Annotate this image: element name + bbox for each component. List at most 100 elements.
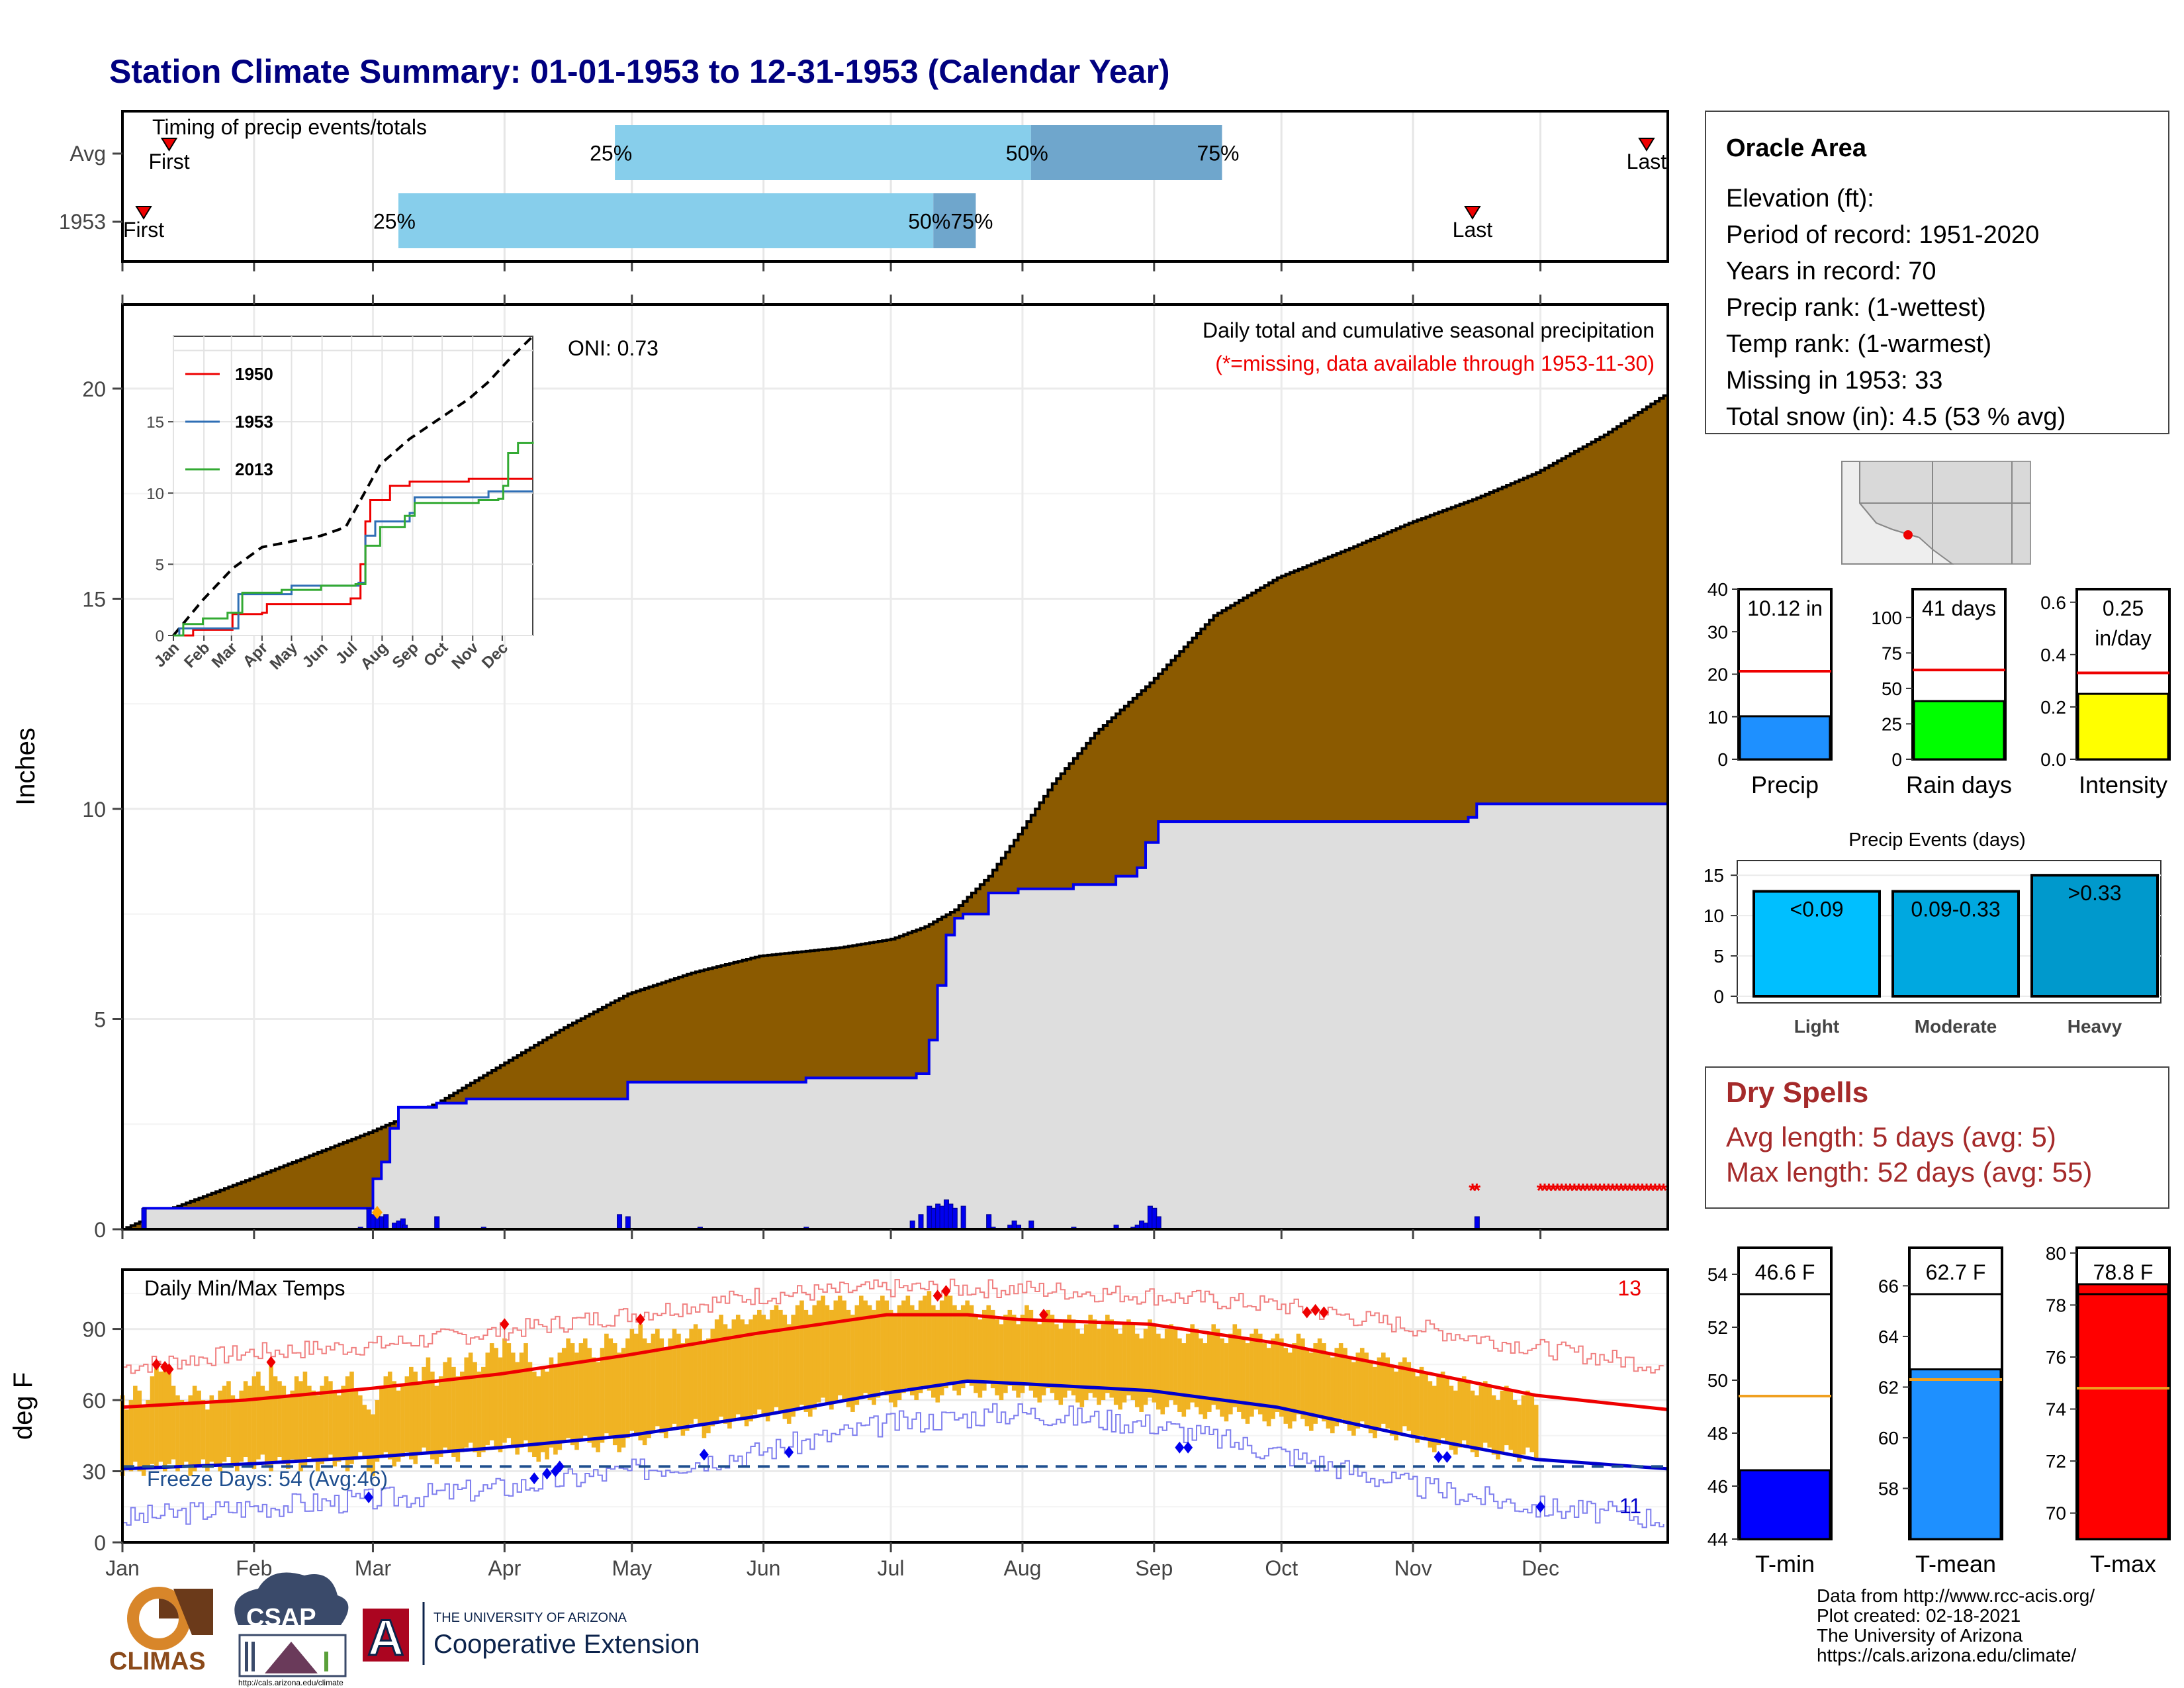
summary-bar-value-label: 0.25 <box>2103 596 2144 620</box>
daily-temp-bar <box>264 1390 269 1467</box>
daily-temp-bar <box>502 1338 507 1443</box>
daily-temp-bar <box>311 1390 316 1462</box>
temp-x-tick-label: Mar <box>355 1556 391 1580</box>
events-y-tick-label: 0 <box>1713 986 1724 1007</box>
daily-temp-bar <box>978 1319 983 1398</box>
daily-temp-bar <box>1326 1352 1331 1429</box>
timing-row-label-1953: 1953 <box>59 210 106 234</box>
precip-note-missing: (*=missing, data available through 1953-… <box>1215 352 1655 375</box>
daily-temp-bar <box>307 1385 312 1458</box>
precip-event-bar-label: >0.33 <box>2068 881 2122 905</box>
record-low-markers <box>364 1441 1545 1513</box>
daily-temp-bar <box>617 1352 621 1452</box>
timing-bar-25-50 <box>615 125 1031 180</box>
daily-temp-bar <box>578 1343 584 1440</box>
daily-temp-bar <box>583 1338 588 1436</box>
summary-bar-tick-label: 0 <box>1891 749 1902 770</box>
record-tmax-line <box>122 1278 1664 1374</box>
daily-temp-bar <box>1257 1333 1263 1415</box>
temp-y-tick-label: 30 <box>82 1460 106 1484</box>
inset-legend: 1950 1953 2013 <box>185 364 273 479</box>
temp-x-tick-label: Jan <box>105 1556 140 1580</box>
temp-summary-value-label: 62.7 F <box>1926 1260 1986 1284</box>
daily-temp-bar <box>1364 1352 1369 1427</box>
csap-logo-rain-2 <box>251 1642 255 1671</box>
missing-data-markers: ** ****************************** <box>1469 1180 1668 1202</box>
missing-day-marker: * <box>1596 1180 1604 1202</box>
daily-temp-bar <box>1445 1376 1449 1443</box>
daily-temp-bar <box>1058 1329 1064 1405</box>
daily-temp-bar <box>876 1300 881 1398</box>
daily-temp-bar <box>1504 1385 1509 1446</box>
daily-temp-bar <box>629 1329 635 1431</box>
temp-y-ticks: 0 30 60 90 <box>82 1318 122 1555</box>
daily-temp-bar <box>375 1400 380 1462</box>
daily-temp-bar <box>213 1400 218 1467</box>
record-low-marker <box>1183 1441 1193 1454</box>
inset-y-tick-label: 15 <box>146 414 164 432</box>
daily-precip-bar <box>141 1207 147 1230</box>
daily-temp-bar <box>1113 1329 1118 1405</box>
daily-temp-bar <box>273 1376 278 1462</box>
precip-y-tick-label: 15 <box>82 588 106 612</box>
daily-temp-bar <box>1194 1329 1199 1407</box>
daily-temp-bar <box>158 1372 163 1462</box>
daily-temp-bar <box>1487 1385 1492 1448</box>
inset-series-line-1950 <box>173 477 533 637</box>
missing-day-marker: * <box>1609 1180 1617 1202</box>
climas-logo-text: CLIMAS <box>109 1648 206 1675</box>
daily-precip-bar <box>1156 1216 1161 1230</box>
precip-x-ticks <box>121 295 1542 1239</box>
record-low-marker <box>1433 1451 1443 1464</box>
timing-bar-50-75 <box>933 193 976 248</box>
temp-y-tick-label: 90 <box>82 1318 106 1342</box>
temp-x-tick-label: Sep <box>1135 1556 1173 1580</box>
inset-legend-label: 1953 <box>235 412 273 432</box>
daily-temp-bar <box>1279 1338 1284 1417</box>
daily-temp-bar <box>663 1348 668 1438</box>
daily-temp-bar <box>1389 1366 1394 1436</box>
daily-temp-bar <box>1449 1385 1454 1450</box>
daily-temp-bar <box>791 1315 796 1417</box>
daily-precip-bar <box>918 1214 924 1230</box>
footer-line-url: https://cals.arizona.edu/climate/ <box>1817 1645 2076 1665</box>
summary-bar-tick-label: 0.4 <box>2040 645 2066 665</box>
daily-temp-bar <box>1533 1405 1539 1460</box>
daily-temp-bar <box>315 1395 320 1472</box>
daily-temp-bar <box>277 1381 282 1458</box>
temp-y-tick-label: 60 <box>82 1389 106 1413</box>
daily-temp-bar <box>825 1305 830 1405</box>
daily-temp-bar <box>1024 1305 1029 1386</box>
daily-temp-bar <box>137 1390 142 1472</box>
temp-summary-tick-label: 54 <box>1707 1264 1728 1285</box>
precip-event-bar <box>1752 890 1881 998</box>
daily-temp-bar <box>1041 1315 1046 1395</box>
climas-logo-mesa <box>173 1589 213 1635</box>
daily-temp-bar <box>1347 1357 1352 1431</box>
missing-day-marker: * <box>1592 1180 1600 1202</box>
missing-day-marker: * <box>1473 1180 1480 1202</box>
daily-temp-bar <box>659 1338 664 1434</box>
daily-temp-bar <box>854 1305 860 1405</box>
daily-temp-bar <box>473 1362 477 1452</box>
summary-bar-charts: 10.12 in 0 10 20 30 40 Precip 41 days 0 25 50 75 100… <box>1707 579 2171 798</box>
csap-logo-url: http://cals.arizona.edu/climate <box>238 1678 343 1687</box>
daily-temp-bar <box>1126 1319 1131 1395</box>
record-high-marker <box>266 1356 276 1368</box>
events-y-tick-label: 5 <box>1713 946 1724 966</box>
daily-temp-bar <box>510 1352 516 1448</box>
daily-temp-bar <box>744 1324 749 1427</box>
info-line: Years in record: 70 <box>1726 258 1936 285</box>
record-high-marker <box>164 1363 174 1376</box>
daily-temp-bar <box>1181 1343 1187 1417</box>
daily-temp-bar <box>1398 1362 1403 1434</box>
daily-temp-bar <box>1071 1319 1076 1395</box>
daily-temp-bar <box>506 1343 512 1438</box>
daily-temp-bar <box>829 1309 834 1410</box>
daily-temp-bar <box>612 1343 617 1446</box>
temp-x-tick-label: Dec <box>1522 1556 1559 1580</box>
precip-events-title: Precip Events (days) <box>1848 829 2026 851</box>
missing-day-marker: * <box>1583 1180 1591 1202</box>
